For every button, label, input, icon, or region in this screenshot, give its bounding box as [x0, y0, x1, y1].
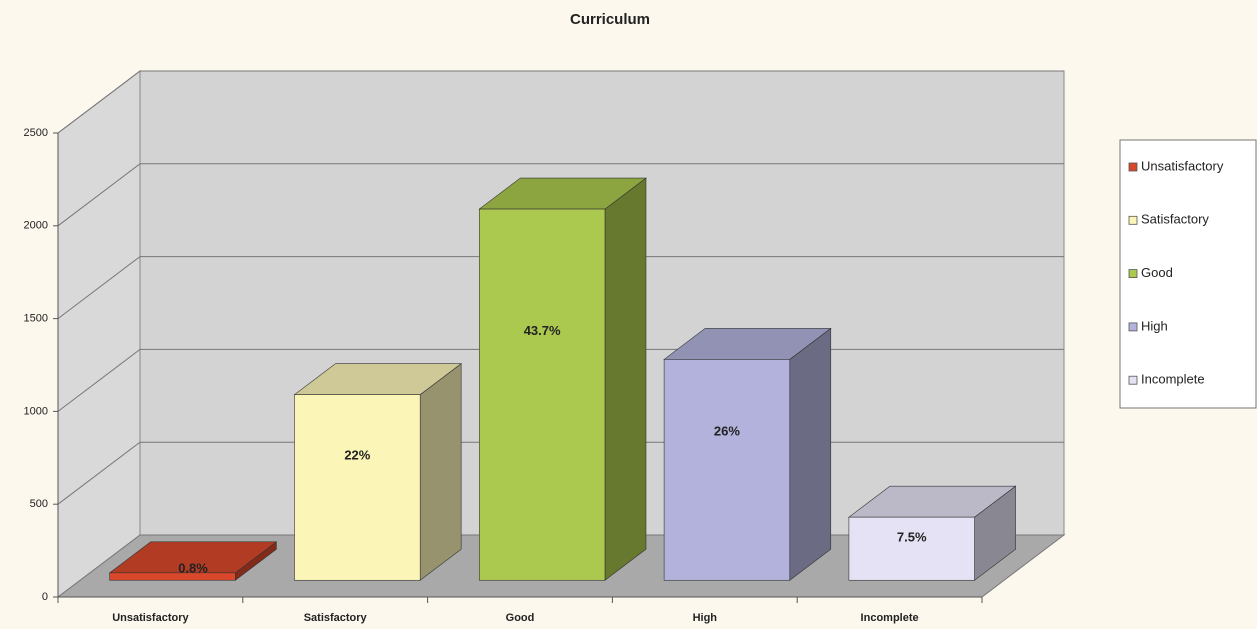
x-tick-label: High	[693, 612, 718, 624]
x-tick-label: Good	[506, 612, 535, 624]
bar	[848, 516, 975, 581]
legend-marker	[1128, 322, 1138, 332]
legend-marker	[1128, 162, 1138, 172]
y-tick-label: 2000	[24, 220, 48, 232]
bar-side	[789, 327, 832, 581]
legend-label: High	[1141, 318, 1168, 333]
y-tick-label: 2500	[24, 127, 48, 139]
bar-side	[419, 363, 462, 581]
legend-label: Unsatisfactory	[1141, 158, 1224, 173]
data-label: 7.5%	[897, 529, 927, 544]
left-wall	[57, 69, 141, 599]
grid-line	[57, 70, 1064, 134]
bar	[663, 359, 791, 581]
legend-marker	[1128, 215, 1138, 225]
data-label: 0.8%	[178, 560, 208, 575]
bar	[109, 572, 236, 581]
x-tick-label: Satisfactory	[304, 612, 368, 624]
grid-line	[57, 256, 1064, 319]
y-tick-label: 1500	[24, 313, 48, 325]
legend-label: Satisfactory	[1141, 212, 1209, 227]
bar	[479, 208, 606, 581]
y-tick-label: 1000	[24, 405, 48, 417]
legend-marker	[1128, 375, 1138, 385]
x-tick-label: Unsatisfactory	[112, 612, 189, 624]
x-tick-label: Incomplete	[861, 612, 919, 624]
bar-side	[604, 177, 647, 581]
data-label: 22%	[344, 447, 370, 462]
legend-marker	[1128, 269, 1138, 279]
y-tick-label: 500	[30, 498, 48, 510]
legend	[1119, 139, 1257, 409]
data-label: 43.7%	[524, 323, 561, 338]
y-tick-label: 0	[42, 591, 48, 603]
legend-label: Incomplete	[1141, 372, 1205, 387]
data-label: 26%	[714, 424, 740, 439]
bar	[294, 394, 421, 581]
chart-title: Curriculum	[570, 11, 650, 28]
grid-line	[57, 163, 1064, 227]
legend-label: Good	[1141, 265, 1173, 280]
